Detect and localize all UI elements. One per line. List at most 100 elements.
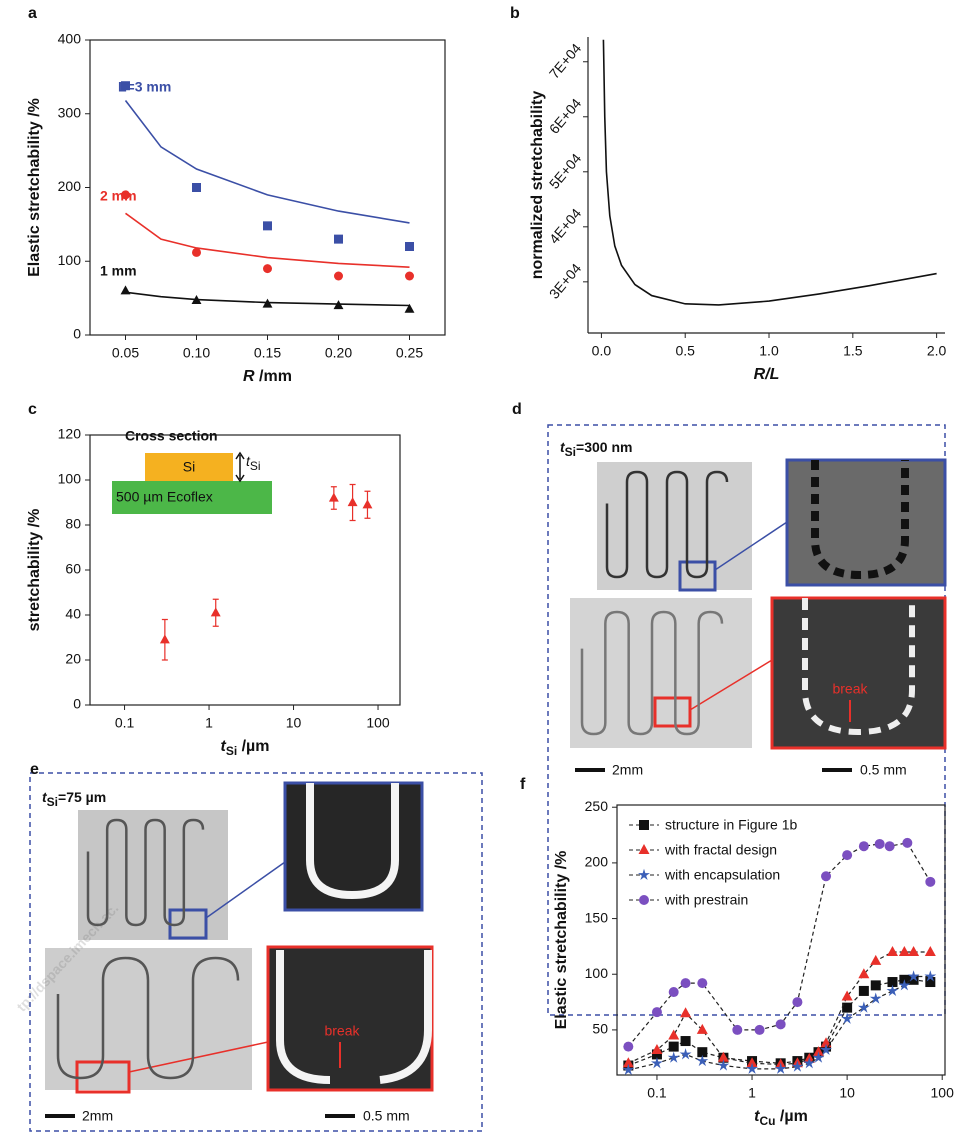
scale-label: 2mm [82,1108,113,1124]
x-tick-label: 0.1 [647,1085,667,1101]
label-part: R [243,368,255,385]
marker [908,945,920,956]
x-axis-label: R /mm [243,368,292,385]
y-tick-label: 80 [65,516,81,532]
trace [56,956,240,1080]
marker [870,954,882,965]
y-tick-label: 3E+04 [546,260,585,302]
panel-letter: f [520,776,526,793]
x-tick-label: 10 [286,715,302,731]
marker [668,1029,680,1040]
y-tick-label: 250 [585,798,609,814]
y-tick-label: 0 [73,696,81,712]
thickness-label: tSi=300 nm [560,439,632,459]
marker [902,837,913,848]
marker [680,1007,692,1018]
marker [263,221,272,231]
y-tick-label: 400 [58,31,82,47]
label-sub: Si [226,744,237,758]
marker [651,1007,662,1018]
marker [717,1059,730,1071]
marker [820,1043,832,1056]
series-label: L=3 mm [118,79,171,95]
marker [925,876,936,887]
panel-letter: a [28,5,37,22]
zoom-box [653,696,692,728]
y-axis-label: Elastic stretchability /% [553,851,570,1030]
x-axis-label: tSi /µm [220,738,269,758]
marker [898,979,911,991]
label-part: t [220,738,226,755]
legend-label: with encapsulation [664,867,780,883]
y-tick-label: 120 [58,426,82,442]
marker [841,1012,854,1024]
label-part: /µm [237,738,269,755]
inset-layer [145,453,233,481]
y-tick-label: 6E+04 [546,95,585,137]
marker [907,970,920,982]
marker [775,1019,786,1030]
marker [667,1051,680,1063]
marker [638,868,650,881]
marker [774,1062,787,1074]
marker [622,1063,635,1076]
x-tick-label: 1.0 [759,343,779,359]
zoom-arrow [205,861,286,919]
y-tick-label: 40 [65,606,81,622]
panel-d: d tSi=300 nm break 2mm 0.5 mm [512,401,947,1016]
inset-label: 500 µm Ecoflex [116,489,213,505]
marker [696,1054,709,1067]
marker [697,1047,708,1058]
legend-label: structure in Figure 1b [665,817,797,833]
inset-label: Si [183,459,195,475]
marker [857,1001,870,1013]
x-axis-label: tCu /µm [754,1108,808,1128]
series-line [124,99,410,224]
marker [821,871,832,882]
marker [679,1048,692,1060]
y-tick-label: 60 [65,561,81,577]
break-label: break [832,681,868,697]
marker [887,977,898,988]
marker [334,271,343,281]
y-tick-label: 50 [592,1021,608,1037]
x-tick-label: 1 [205,715,213,731]
marker [192,183,201,192]
marker [869,992,882,1004]
marker [732,1024,743,1035]
trace [86,818,205,927]
marker [334,234,343,244]
trace [276,950,432,1084]
marker [841,990,853,1001]
plot-frame [89,434,401,706]
plot-frame [616,804,946,1076]
marker [898,945,910,956]
zoom-box [678,560,717,592]
thickness-label: tSi=75 µm [42,789,106,809]
scale-label: 2mm [612,762,643,778]
marker [908,974,919,985]
zoom-photo [785,458,947,587]
x-tick-label: 0.05 [112,345,139,361]
marker [792,997,803,1008]
marker [668,987,679,998]
marker [680,978,691,989]
y-tick-label: 200 [58,178,82,194]
x-tick-label: 1.5 [843,343,863,359]
marker [651,1043,663,1054]
panel-letter: b [510,5,520,22]
series-line [627,842,931,1047]
label-sub: Si [250,459,261,473]
x-tick-label: 0.0 [592,343,612,359]
x-tick-label: 2.0 [927,343,947,359]
marker [746,1057,758,1068]
marker [812,1051,825,1063]
marker [820,1037,832,1048]
trace [605,470,729,579]
series-line [125,212,410,268]
x-tick-label: 100 [931,1085,955,1101]
y-axis-label: Elastic stretchability /% [26,98,43,277]
marker [924,945,936,956]
marker [210,607,221,617]
